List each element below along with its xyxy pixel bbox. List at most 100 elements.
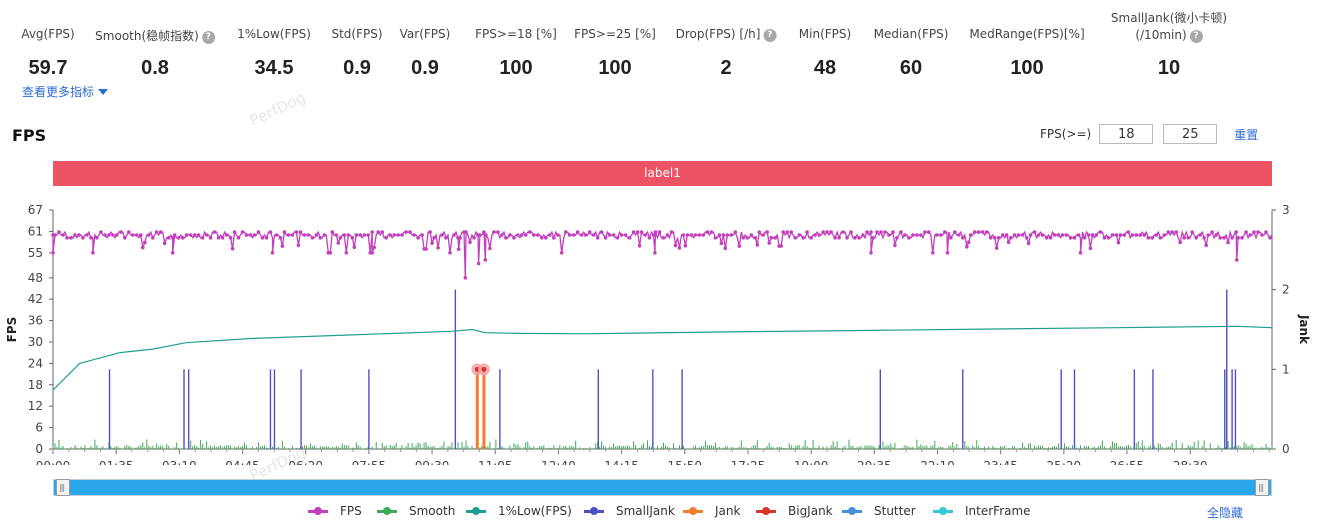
fps-point xyxy=(1122,233,1127,237)
fps-point xyxy=(972,230,977,234)
fps-point xyxy=(773,236,777,240)
more-metrics-link[interactable]: 查看更多指标 xyxy=(22,83,109,100)
series-fps xyxy=(51,229,1273,280)
fps-point xyxy=(945,251,950,255)
fps-point xyxy=(444,236,448,240)
fps-point xyxy=(131,233,135,237)
fps-point xyxy=(579,233,584,237)
fps-point xyxy=(330,230,335,234)
fps-point xyxy=(765,230,769,234)
legend-item-stutter[interactable]: Stutter xyxy=(842,504,916,518)
legend-item-fps[interactable]: FPS xyxy=(308,504,362,518)
fps-point xyxy=(1260,233,1264,237)
fps-point xyxy=(111,233,115,237)
help-icon[interactable]: ? xyxy=(1189,30,1203,43)
metric-label-text: SmallJank(微小卡顿) xyxy=(1110,11,1228,25)
fps-point xyxy=(729,233,734,237)
fps-point xyxy=(1146,236,1151,240)
fps-point xyxy=(552,236,556,240)
help-icon[interactable]: ? xyxy=(763,29,777,42)
fps-chart[interactable]: 0612182430364248556167012300:0001:3503:1… xyxy=(0,195,1328,465)
fps-point xyxy=(1004,233,1009,237)
fps-point xyxy=(528,230,532,234)
fps-point xyxy=(583,233,588,237)
fps-point xyxy=(1060,233,1065,237)
fps-point xyxy=(192,233,197,237)
fps-point xyxy=(508,233,512,237)
caret-down-icon xyxy=(98,89,109,95)
y-tick-label: 36 xyxy=(28,314,43,328)
y2-tick-label: 2 xyxy=(1282,283,1290,297)
slider-handle-left[interactable] xyxy=(56,479,70,496)
fps-point xyxy=(953,230,957,234)
fps-point xyxy=(1240,236,1244,240)
fps-point xyxy=(887,233,891,237)
fps-point xyxy=(833,236,837,240)
fps-point xyxy=(1218,236,1222,240)
metric-label-text: 1%Low(FPS) xyxy=(237,27,311,41)
legend-item-1-low-fps-[interactable]: 1%Low(FPS) xyxy=(466,504,572,518)
legend-item-jank[interactable]: Jank xyxy=(683,504,740,518)
threshold-input-1[interactable] xyxy=(1099,124,1154,144)
fps-point xyxy=(404,230,408,234)
fps-point xyxy=(172,233,177,237)
fps-point xyxy=(785,230,789,234)
metric-label-text: MedRange(FPS)[%] xyxy=(969,27,1085,41)
legend-item-bigjank[interactable]: BigJank xyxy=(756,504,833,518)
fps-point xyxy=(841,230,845,234)
legend-label: Jank xyxy=(715,504,741,518)
fps-point xyxy=(141,245,145,250)
legend-item-smalljank[interactable]: SmallJank xyxy=(584,504,675,518)
fps-point xyxy=(693,233,698,237)
metric-label-text: Smooth(稳帧指数) xyxy=(95,29,199,43)
x-tick-label: 14:15 xyxy=(604,459,639,465)
fps-point xyxy=(1158,236,1163,240)
y-tick-label: 0 xyxy=(35,442,43,456)
metric-label: Smooth(稳帧指数)? xyxy=(95,27,215,44)
metric-value: 10 xyxy=(1157,57,1181,79)
fps-point xyxy=(220,236,225,240)
fps-point xyxy=(745,236,750,240)
fps-point xyxy=(139,233,143,237)
fps-point xyxy=(89,236,93,240)
fps-point xyxy=(1134,233,1139,237)
fps-point xyxy=(270,251,275,255)
metric-label-unit: (/10min) xyxy=(1135,28,1187,42)
fps-point xyxy=(984,230,989,234)
fps-point xyxy=(1126,230,1131,234)
fps-point xyxy=(627,236,632,240)
slider-handle-right[interactable] xyxy=(1255,479,1269,496)
1low-line xyxy=(52,325,1273,391)
fps-point xyxy=(224,233,229,237)
legend-item-smooth[interactable]: Smooth xyxy=(377,504,455,518)
label-bar[interactable]: label1 xyxy=(53,161,1272,186)
fps-point xyxy=(865,230,869,234)
reset-button[interactable]: 重置 xyxy=(1234,127,1259,142)
fps-point xyxy=(456,247,461,251)
fps-point xyxy=(1040,233,1045,237)
time-range-slider[interactable] xyxy=(53,479,1272,496)
fps-point xyxy=(65,236,69,240)
fps-point xyxy=(188,233,193,237)
fps-point xyxy=(420,233,424,237)
fps-point xyxy=(723,246,728,251)
fps-point xyxy=(761,233,766,237)
fps-point xyxy=(637,244,642,248)
legend-item-interframe[interactable]: InterFrame xyxy=(933,504,1031,518)
fps-point xyxy=(1198,233,1202,237)
help-icon[interactable]: ? xyxy=(201,31,215,44)
fps-point xyxy=(336,241,341,245)
hide-all-button[interactable]: 全隐藏 xyxy=(1207,506,1244,520)
fps-point xyxy=(559,251,564,255)
fps-point xyxy=(274,233,279,237)
fps-point xyxy=(1226,240,1230,245)
y-tick-label: 12 xyxy=(28,399,43,413)
fps-point xyxy=(366,233,371,237)
legend-label: Smooth xyxy=(409,504,456,518)
legend-swatch-icon xyxy=(308,506,328,515)
threshold-input-2[interactable] xyxy=(1163,124,1218,144)
y2-tick-label: 1 xyxy=(1282,362,1290,376)
fps-point xyxy=(85,233,89,237)
legend-swatch-icon xyxy=(756,506,776,515)
fps-point xyxy=(737,244,742,248)
